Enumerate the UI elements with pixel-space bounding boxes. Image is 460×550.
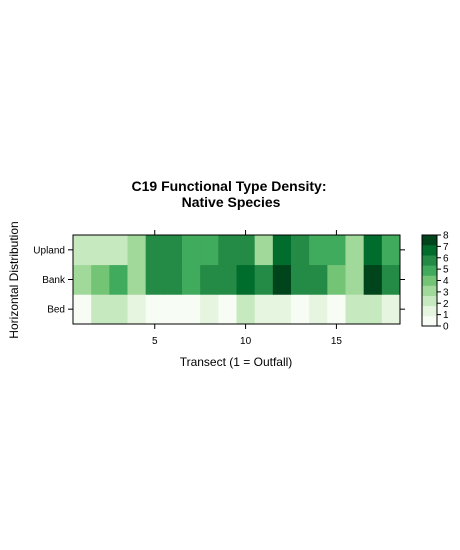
heatmap-cell-upland-12	[272, 235, 292, 266]
colorbar-segment	[422, 265, 437, 276]
heatmap-cell-bed-15	[327, 294, 346, 325]
colorbar-tick-label: 5	[443, 265, 449, 276]
heatmap-cell-bed-9	[218, 294, 237, 325]
heatmap-cell-bed-7	[182, 294, 201, 325]
heatmap-cell-upland-11	[254, 235, 274, 266]
heatmap-cell-upland-5	[145, 235, 165, 266]
heatmap-cell-upland-13	[291, 235, 310, 266]
colorbar-segment	[422, 235, 437, 246]
heatmap-cell-upland-4	[127, 235, 147, 266]
heatmap-cell-bed-17	[363, 294, 383, 325]
heatmap-cell-bank-2	[91, 264, 110, 295]
colorbar-segment	[422, 285, 437, 296]
heatmap-cell-bank-8	[200, 264, 219, 295]
y-tick-label-upland: Upland	[33, 245, 65, 256]
heatmap-cells	[73, 235, 401, 325]
heatmap-cell-bank-7	[182, 264, 201, 295]
colorbar-tick-label: 7	[443, 242, 449, 253]
colorbar-tick-label: 4	[443, 276, 449, 287]
x-tick-label: 5	[152, 336, 158, 347]
heatmap-cell-bed-12	[272, 294, 292, 325]
heatmap-cell-upland-3	[109, 235, 128, 266]
y-axis-label: Horizontal Distribution	[7, 221, 21, 338]
heatmap-cell-bank-6	[163, 264, 183, 295]
x-tick-label: 10	[240, 336, 252, 347]
colorbar-segment	[422, 275, 437, 286]
heatmap-cell-bed-10	[236, 294, 256, 325]
colorbar-segment	[422, 305, 437, 317]
heatmap-cell-bank-11	[254, 264, 274, 295]
heatmap-cell-bed-3	[109, 294, 128, 325]
heatmap-cell-bed-11	[254, 294, 274, 325]
colorbar-segment	[422, 255, 437, 266]
heatmap-cell-bank-5	[145, 264, 165, 295]
colorbar-tick-label: 6	[443, 253, 449, 264]
y-tick-label-bank: Bank	[42, 275, 66, 286]
heatmap-cell-upland-18	[381, 235, 401, 266]
colorbar-tick-label: 0	[443, 322, 449, 333]
chart-title-line1: C19 Functional Type Density:	[132, 178, 327, 194]
heatmap-cell-upland-17	[363, 235, 383, 266]
heatmap-cell-bed-18	[381, 294, 401, 325]
heatmap-cell-upland-6	[163, 235, 183, 266]
heatmap-cell-bed-14	[309, 294, 328, 325]
heatmap-cell-bank-3	[109, 264, 128, 295]
y-tick-label-bed: Bed	[47, 305, 65, 316]
heatmap-cell-upland-1	[73, 235, 92, 266]
heatmap-cell-bank-12	[272, 264, 292, 295]
heatmap-cell-bank-13	[291, 264, 310, 295]
y-axis: Bed Bank Upland	[33, 245, 405, 316]
heatmap-cell-bank-15	[327, 264, 346, 295]
heatmap-cell-bank-16	[345, 264, 365, 295]
heatmap-cell-bank-1	[73, 264, 92, 295]
colorbar-segment	[422, 295, 437, 307]
heatmap-cell-upland-9	[218, 235, 237, 266]
colorbar-tick-label: 1	[443, 310, 449, 321]
heatmap-cell-upland-10	[236, 235, 256, 266]
colorbar-tick-label: 2	[443, 299, 449, 310]
heatmap-cell-bed-16	[345, 294, 365, 325]
heatmap-cell-bed-13	[291, 294, 310, 325]
heatmap-cell-upland-16	[345, 235, 365, 266]
colorbar-segment	[422, 315, 437, 327]
heatmap-cell-bed-8	[200, 294, 219, 325]
chart-title-line2: Native Species	[182, 194, 281, 210]
x-axis-label: Transect (1 = Outfall)	[180, 355, 293, 369]
heatmap-cell-upland-2	[91, 235, 110, 266]
heatmap-cell-upland-8	[200, 235, 219, 266]
heatmap-cell-bank-4	[127, 264, 147, 295]
x-axis: 5 10 15	[152, 230, 342, 347]
colorbar-tick-label: 3	[443, 287, 449, 298]
heatmap-cell-upland-7	[182, 235, 201, 266]
heatmap-cell-bed-6	[163, 294, 183, 325]
heatmap-cell-upland-14	[309, 235, 328, 266]
colorbar-segment	[422, 245, 437, 256]
heatmap-cell-bed-1	[73, 294, 92, 325]
heatmap-cell-bank-17	[363, 264, 383, 295]
colorbar-tick-label: 8	[443, 231, 449, 242]
heatmap-cell-bank-18	[381, 264, 401, 295]
heatmap-cell-bank-10	[236, 264, 256, 295]
heatmap-cell-bed-2	[91, 294, 110, 325]
heatmap-cell-bank-9	[218, 264, 237, 295]
x-tick-label: 15	[331, 336, 343, 347]
heatmap-cell-bank-14	[309, 264, 328, 295]
heatmap-cell-upland-15	[327, 235, 346, 266]
heatmap-cell-bed-4	[127, 294, 147, 325]
heatmap-cell-bed-5	[145, 294, 165, 325]
